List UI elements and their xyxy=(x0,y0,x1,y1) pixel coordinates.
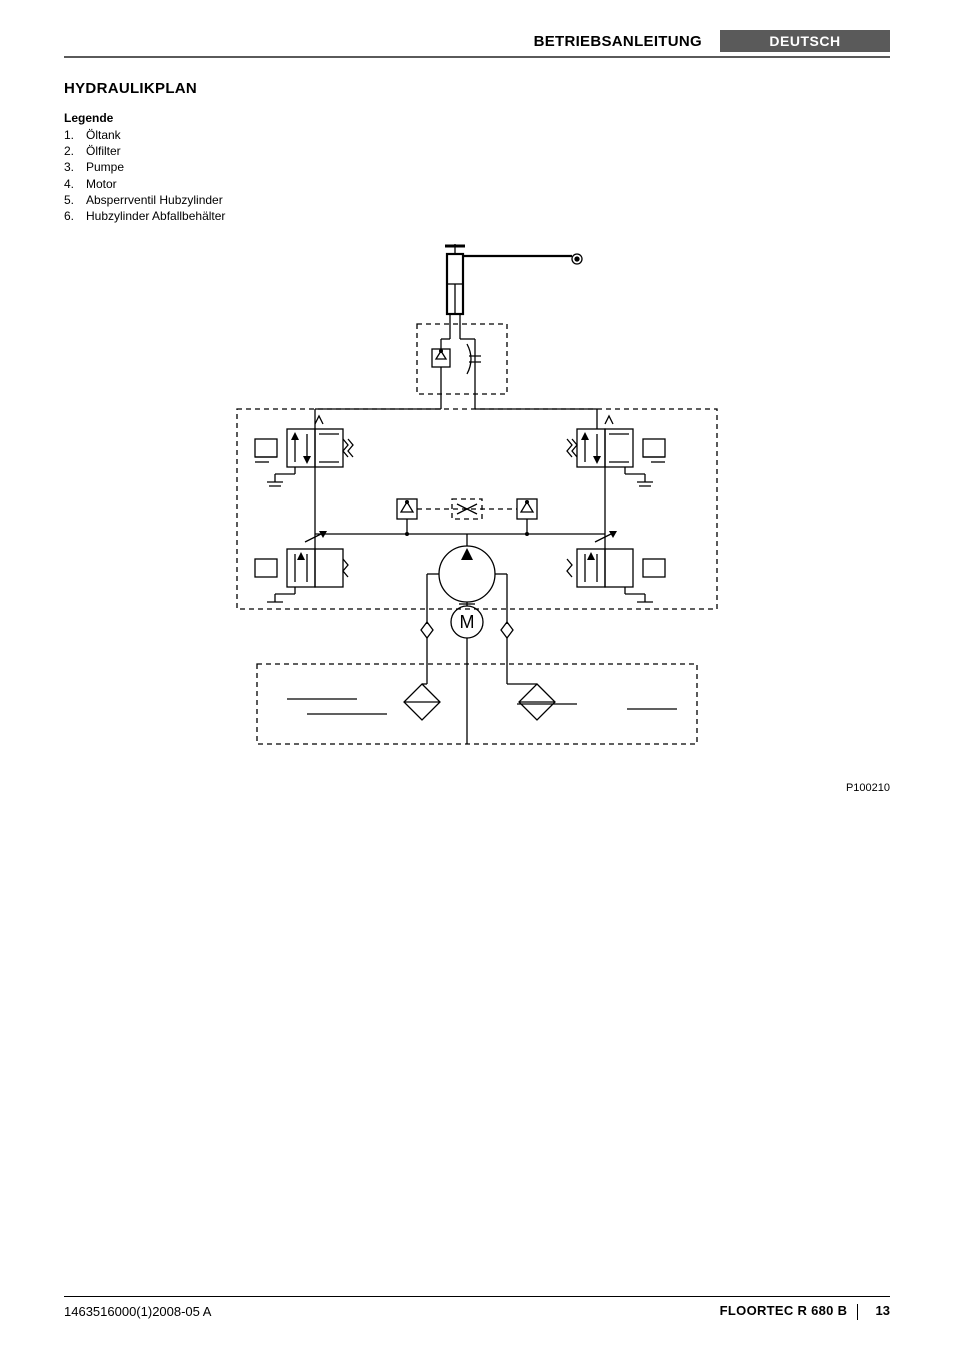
legend-item: 4.Motor xyxy=(64,176,890,192)
page-number: 13 xyxy=(876,1303,890,1318)
legend-item: 6.Hubzylinder Abfallbehälter xyxy=(64,208,890,224)
figure-id: P100210 xyxy=(846,782,890,794)
schematic-svg: M xyxy=(197,244,757,764)
legend-item: 3.Pumpe xyxy=(64,159,890,175)
page-footer: 1463516000(1)2008-05 A FLOORTEC R 680 B … xyxy=(64,1296,890,1320)
footer-separator xyxy=(857,1304,858,1320)
motor-label: M xyxy=(460,612,475,632)
header-rule xyxy=(64,56,890,58)
legend-item: 1.Öltank xyxy=(64,127,890,143)
legend-list: 1.Öltank 2.Ölfilter 3.Pumpe 4.Motor 5.Ab… xyxy=(64,127,890,224)
model-name: FLOORTEC R 680 B xyxy=(720,1303,848,1318)
legend-item: 5.Absperrventil Hubzylinder xyxy=(64,192,890,208)
doc-code: 1463516000(1)2008-05 A xyxy=(64,1304,211,1319)
section-title: HYDRAULIKPLAN xyxy=(64,80,890,97)
legend-item: 2.Ölfilter xyxy=(64,143,890,159)
doc-type: BETRIEBSANLEITUNG xyxy=(534,33,702,50)
page-header: BETRIEBSANLEITUNG DEUTSCH xyxy=(64,30,890,52)
language-badge: DEUTSCH xyxy=(720,30,890,52)
hydraulic-diagram: M xyxy=(64,244,890,784)
footer-rule xyxy=(64,1296,890,1297)
legend-title: Legende xyxy=(64,111,890,125)
